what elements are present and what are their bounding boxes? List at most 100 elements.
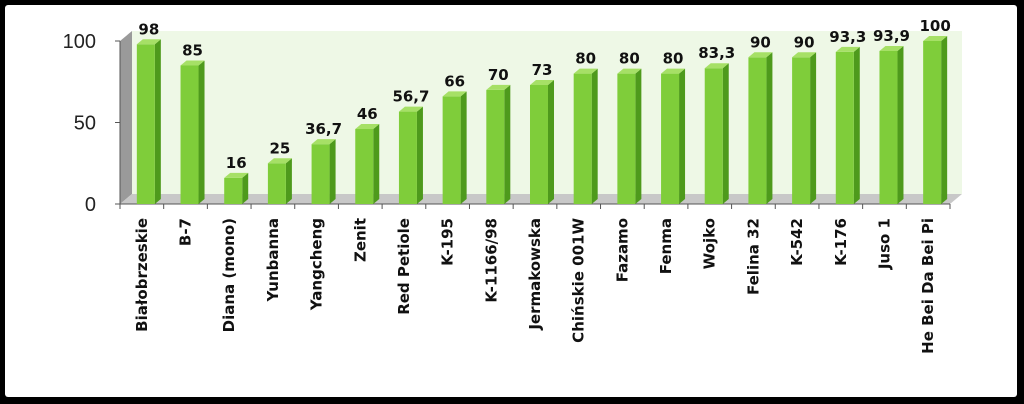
bar-front — [442, 96, 461, 204]
bar-top — [311, 139, 336, 145]
bar-side — [460, 91, 467, 204]
bar-front — [224, 177, 243, 204]
data-label: 36,7 — [305, 120, 342, 138]
bar-side — [285, 158, 292, 204]
bar — [355, 124, 380, 204]
bar-front — [879, 50, 898, 205]
bar-front — [136, 44, 155, 205]
bar — [486, 84, 511, 204]
y-tick-label: 100 — [63, 31, 96, 53]
category-label: K-1166/98 — [482, 218, 500, 303]
category-label: K-542 — [788, 218, 806, 266]
bar-top — [573, 68, 598, 74]
bar-front — [704, 68, 723, 204]
category-label: Diana (mono) — [220, 218, 238, 332]
bar-side — [810, 52, 817, 204]
bar-top — [224, 172, 249, 178]
category-label: Białobrzeskie — [133, 218, 151, 332]
bar-front — [398, 111, 417, 204]
bar-front — [792, 57, 811, 204]
category-label: K-176 — [832, 218, 850, 266]
data-label: 70 — [488, 66, 509, 84]
category-label: Fazamo — [613, 218, 631, 282]
bar-side — [941, 36, 948, 204]
bar-front — [311, 144, 330, 204]
data-label: 80 — [575, 50, 596, 68]
bar — [180, 60, 205, 205]
y-tick-label: 0 — [85, 194, 96, 216]
bar-top — [180, 60, 205, 66]
bar — [398, 106, 423, 204]
bar — [617, 68, 642, 204]
bar-top — [923, 36, 948, 41]
bar-top — [835, 46, 860, 52]
bar-top — [748, 52, 773, 58]
category-label: Yunbanna — [264, 218, 282, 302]
data-label: 56,7 — [392, 88, 429, 106]
bar-top — [704, 63, 729, 69]
bar — [224, 172, 249, 204]
bar — [704, 63, 729, 204]
category-label: Wojko — [701, 218, 719, 269]
category-label: B-7 — [177, 218, 195, 246]
bar-side — [154, 39, 161, 205]
bar-side — [853, 46, 860, 204]
bar-side — [329, 139, 336, 204]
category-label: Felina 32 — [744, 218, 762, 295]
category-label: Yangcheng — [308, 218, 326, 311]
bar — [267, 158, 292, 204]
data-label: 100 — [920, 17, 951, 35]
bar-side — [897, 45, 904, 205]
data-label: 98 — [138, 20, 159, 38]
bar-front — [180, 65, 199, 204]
bar — [530, 80, 554, 204]
bar — [661, 68, 686, 204]
bar-side — [722, 63, 729, 204]
bar-side — [242, 172, 249, 204]
data-label: 90 — [750, 33, 771, 51]
bar — [923, 36, 948, 204]
data-label: 80 — [619, 50, 640, 68]
bar — [573, 68, 598, 204]
bar-front — [486, 89, 505, 204]
category-label: Chińskie 001W — [570, 218, 588, 343]
bar-side — [504, 84, 511, 204]
bar-top — [530, 80, 554, 86]
bar-side — [679, 68, 686, 204]
bar-front — [355, 129, 374, 204]
bar-front — [835, 51, 854, 204]
bar-top — [442, 91, 467, 97]
bar-side — [373, 124, 380, 204]
bar-front — [573, 73, 592, 204]
data-label: 93,3 — [829, 28, 866, 46]
category-label: He Bei Da Bei Pi — [919, 218, 937, 354]
category-label: Zenit — [351, 218, 369, 262]
bar — [442, 91, 467, 204]
data-label: 46 — [357, 105, 378, 123]
bar-side — [766, 52, 773, 204]
bar-top — [879, 45, 904, 51]
category-label: Jermakowska — [526, 218, 544, 331]
bar-side — [416, 106, 423, 204]
bar — [792, 52, 817, 204]
bar-side — [198, 60, 205, 205]
bar-front — [617, 73, 636, 204]
category-label: Red Petiole — [395, 218, 413, 315]
bar — [835, 46, 860, 204]
bar-front — [530, 85, 548, 204]
data-label: 85 — [182, 41, 203, 59]
data-label: 83,3 — [698, 44, 735, 62]
bar-top — [617, 68, 642, 74]
bar-side — [591, 68, 598, 204]
category-label: Juso 1 — [875, 218, 893, 270]
data-label: 66 — [444, 72, 465, 90]
bar-front — [661, 73, 680, 204]
bar-side — [635, 68, 642, 204]
bar-top — [355, 124, 380, 130]
bar-front — [748, 57, 767, 204]
bar-top — [267, 158, 292, 164]
data-label: 25 — [269, 139, 290, 157]
bar-front — [923, 41, 942, 204]
